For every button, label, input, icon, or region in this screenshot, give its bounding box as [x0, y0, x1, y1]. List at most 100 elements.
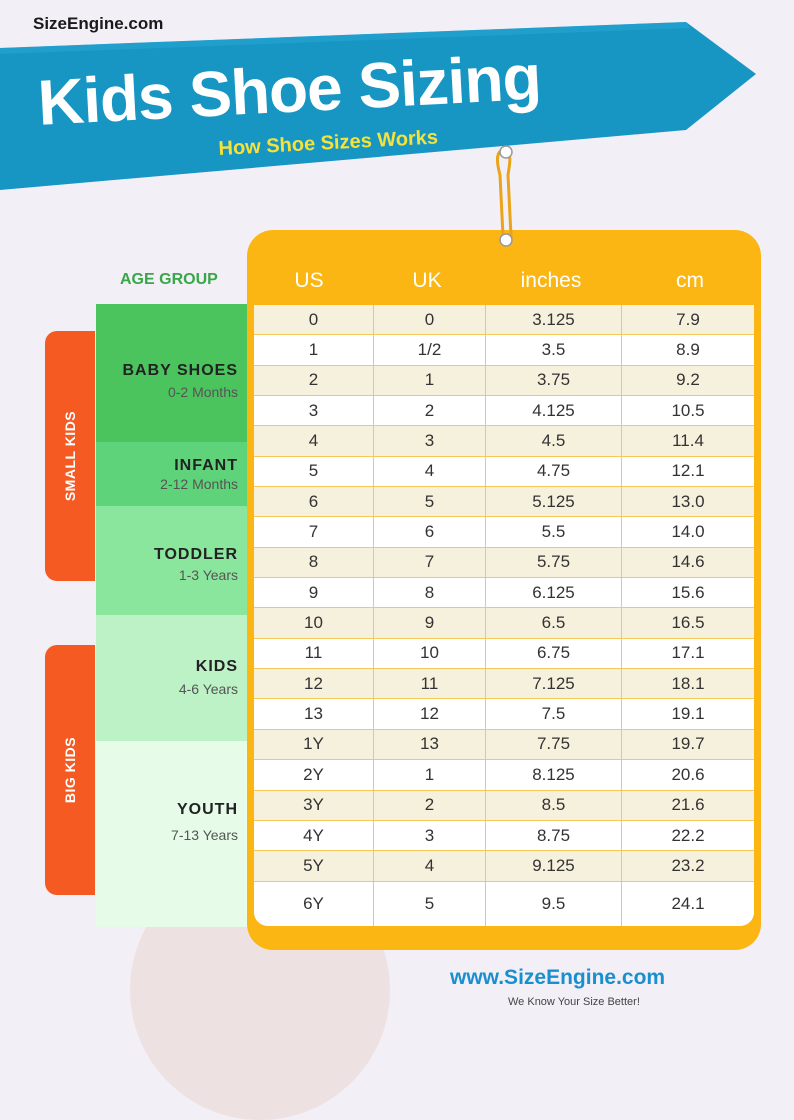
cell-us: 3 — [254, 396, 374, 426]
cell-uk: 1/2 — [374, 335, 486, 365]
column-header-uk: UK — [412, 269, 442, 292]
age-group-toddler: TODDLER 1-3 Years — [96, 506, 249, 615]
cell-inches: 4.125 — [486, 396, 622, 426]
cell-inches: 4.75 — [486, 456, 622, 487]
cell-us: 4 — [254, 426, 374, 456]
cell-cm: 24.1 — [671, 893, 705, 913]
cell-uk: 1 — [374, 760, 486, 790]
cell-cm: 9.2 — [676, 370, 700, 390]
cell-us: 3Y — [254, 790, 374, 820]
cell-inches: 8.125 — [486, 760, 622, 790]
age-group-infant: INFANT 2-12 Months — [96, 442, 249, 506]
age-group-baby-shoes: BABY SHOES 0-2 Months — [96, 304, 249, 442]
cell-uk: 11 — [374, 669, 486, 699]
cell-us: 8 — [254, 547, 374, 578]
cell-us: 1Y — [254, 729, 374, 760]
cell-uk: 1 — [374, 365, 486, 396]
table-row: 2Y 1 8.125 20.6 — [254, 760, 754, 791]
cell-cm: 12.1 — [671, 461, 705, 481]
cell-cm: 14.6 — [671, 552, 705, 572]
cell-cm: 17.1 — [671, 643, 705, 663]
cell-uk: 9 — [374, 608, 486, 638]
cell-uk: 10 — [374, 638, 486, 669]
age-group-name: BABY SHOES — [122, 362, 238, 379]
age-group-name: YOUTH — [177, 801, 238, 818]
table-row: 7 6 5.5 14.0 — [254, 517, 754, 548]
age-group-kids: KIDS 4-6 Years — [96, 615, 249, 741]
age-group-range: 4-6 Years — [178, 681, 238, 697]
cell-us: 12 — [254, 669, 374, 699]
age-group-heading: AGE GROUP — [120, 271, 218, 288]
cell-us: 4Y — [254, 820, 374, 851]
table-row: 8 7 5.75 14.6 — [254, 547, 754, 579]
cell-inches: 3.125 — [486, 305, 622, 335]
cell-us: 2Y — [254, 760, 374, 790]
age-group-range: 7-13 Years — [171, 827, 238, 843]
cell-cm: 19.7 — [671, 734, 705, 754]
cell-inches: 5.125 — [486, 487, 622, 517]
cell-us: 5Y — [254, 851, 374, 881]
table-row: 3Y 2 8.5 21.6 — [254, 790, 754, 821]
table-row: 1 1/2 3.5 8.9 — [254, 335, 754, 366]
cell-inches: 4.5 — [486, 426, 622, 456]
cell-cm: 10.5 — [671, 400, 705, 420]
table-row: 4 3 4.5 11.4 — [254, 426, 754, 457]
column-header-us: US — [294, 269, 324, 292]
table-row: 6Y 5 9.5 24.1 — [254, 881, 754, 926]
side-label-small-kids: SMALL KIDS — [45, 331, 95, 581]
title-banner — [0, 22, 756, 190]
age-group-name: TODDLER — [153, 546, 238, 563]
cell-inches: 6.75 — [486, 638, 622, 669]
table-body: 0 0 3.125 7.9 1 1/2 3.5 8.9 2 1 3.75 9.2 3 2 4.125 10.5… — [254, 305, 754, 926]
cell-uk: 5 — [374, 487, 486, 517]
cell-uk: 4 — [374, 456, 486, 487]
cell-inches: 9.125 — [486, 851, 622, 881]
table-row: 5Y 4 9.125 23.2 — [254, 851, 754, 882]
cell-cm: 8.9 — [676, 340, 700, 360]
cell-cm: 14.0 — [671, 522, 705, 542]
cell-inches: 8.75 — [486, 820, 622, 851]
table-row: 3 2 4.125 10.5 — [254, 396, 754, 427]
cell-cm: 18.1 — [671, 673, 705, 693]
cell-inches: 8.5 — [486, 790, 622, 820]
site-name: SizeEngine.com — [33, 14, 164, 33]
cell-uk: 4 — [374, 851, 486, 881]
cell-inches: 7.75 — [486, 729, 622, 760]
age-group-name: KIDS — [195, 658, 238, 675]
cell-uk: 2 — [374, 396, 486, 426]
age-group-range: 0-2 Months — [167, 384, 238, 400]
size-table-card: US UK inches cm 0 0 3.125 7.9 1 1/2 3.5 8.9 2 1 3.… — [247, 230, 761, 950]
table-row: 13 12 7.5 19.1 — [254, 699, 754, 730]
cell-uk: 0 — [374, 305, 486, 335]
cell-us: 2 — [254, 365, 374, 396]
cell-us: 13 — [254, 699, 374, 729]
cell-uk: 3 — [374, 820, 486, 851]
age-group-youth: YOUTH 7-13 Years — [96, 741, 249, 927]
table-row: 12 11 7.125 18.1 — [254, 669, 754, 700]
side-label-big-text: BIG KIDS — [62, 736, 78, 804]
table-row: 5 4 4.75 12.1 — [254, 456, 754, 488]
cell-us: 6 — [254, 487, 374, 517]
cell-us: 7 — [254, 517, 374, 547]
table-row: 11 10 6.75 17.1 — [254, 638, 754, 670]
cell-inches: 3.5 — [486, 335, 622, 365]
table-row: 10 9 6.5 16.5 — [254, 608, 754, 639]
cell-us: 10 — [254, 608, 374, 638]
cell-cm: 22.2 — [671, 825, 705, 845]
table-row: 4Y 3 8.75 22.2 — [254, 820, 754, 852]
cell-uk: 5 — [374, 881, 486, 926]
footer-url[interactable]: www.SizeEngine.com — [450, 966, 666, 989]
cell-uk: 13 — [374, 729, 486, 760]
cell-inches: 9.5 — [486, 881, 622, 926]
cell-cm: 23.2 — [671, 855, 705, 875]
cell-inches: 5.5 — [486, 517, 622, 547]
cell-cm: 19.1 — [671, 704, 705, 724]
cell-cm: 7.9 — [676, 309, 700, 329]
cell-us: 0 — [254, 305, 374, 335]
cell-inches: 3.75 — [486, 365, 622, 396]
footer-tagline: We Know Your Size Better! — [508, 996, 640, 1008]
table-row: 9 8 6.125 15.6 — [254, 578, 754, 609]
age-group-range: 2-12 Months — [160, 476, 238, 492]
side-label-small-text: SMALL KIDS — [62, 410, 78, 502]
cell-cm: 16.5 — [671, 613, 705, 633]
